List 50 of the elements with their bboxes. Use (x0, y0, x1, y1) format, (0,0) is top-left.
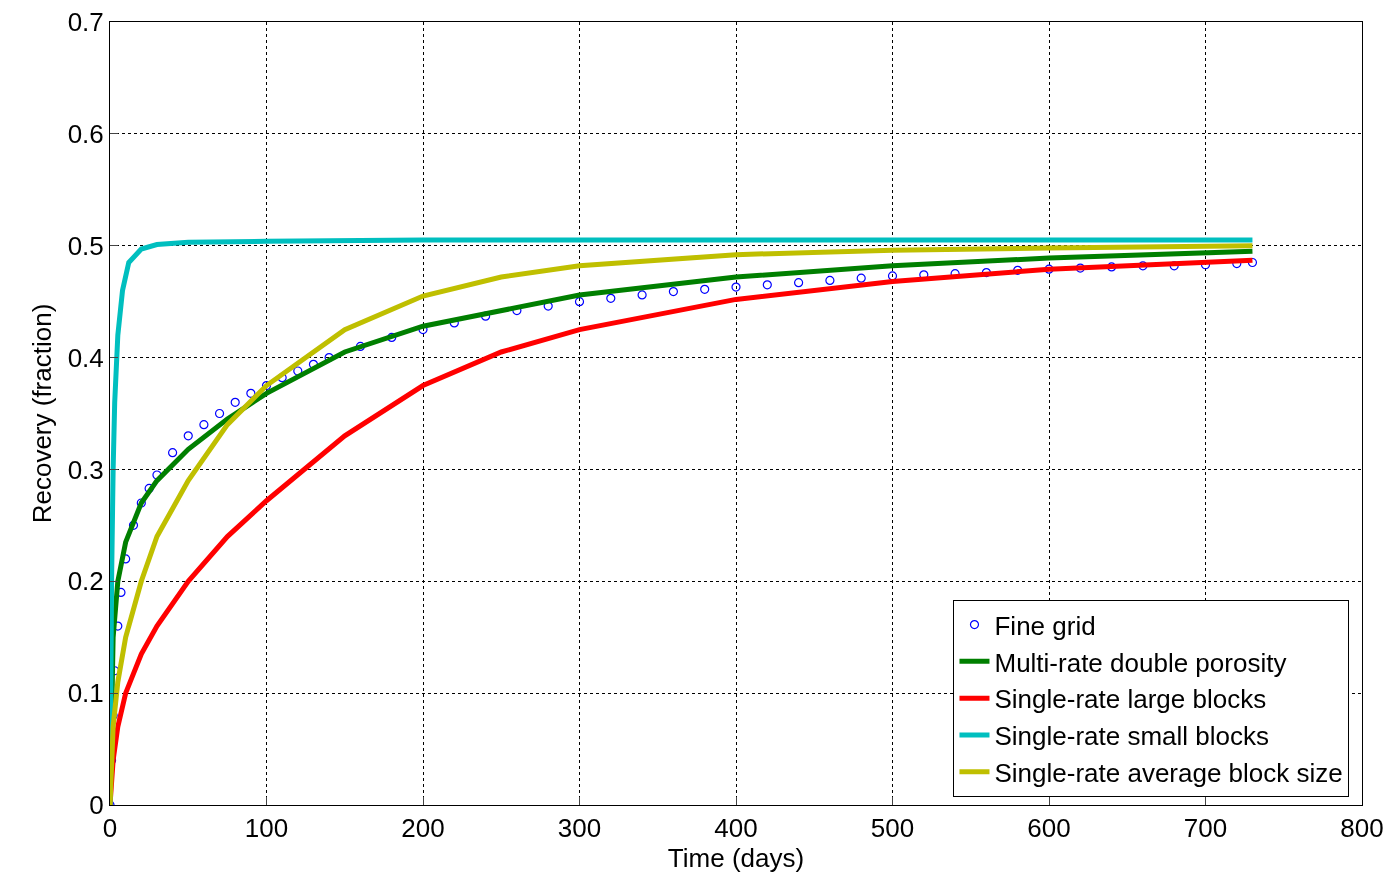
point (1075, 263, 1085, 273)
y-tick-label: 0.2 (67, 566, 104, 597)
point (1247, 257, 1258, 268)
legend-label: Single-rate large blocks (994, 684, 1267, 715)
point (856, 273, 866, 283)
y-tick-label: 0.4 (67, 342, 104, 373)
y-tick-label: 0.7 (67, 7, 104, 38)
y-tick-label: 0 (89, 790, 104, 821)
point (183, 431, 193, 441)
x-tick-label: 100 (244, 813, 289, 844)
point (762, 280, 772, 290)
x-axis-title: Time (days) (667, 843, 805, 874)
x-tick-label: 500 (870, 813, 915, 844)
point (246, 388, 256, 398)
x-tick-label: 600 (1027, 813, 1071, 844)
point (1138, 261, 1148, 271)
point (825, 275, 835, 285)
point (128, 520, 139, 530)
point (731, 282, 741, 292)
point (887, 271, 898, 281)
y-axis-title: Recovery (fraction) (27, 303, 58, 524)
legend-label: Fine grid (994, 610, 1096, 641)
point (574, 297, 585, 307)
x-tick-label: 300 (557, 813, 602, 844)
point (387, 332, 397, 343)
legend-label: Single-rate average block size (994, 757, 1343, 788)
point (199, 420, 209, 430)
x-tick-label: 400 (714, 813, 758, 844)
legend-label: Single-rate small blocks (994, 721, 1270, 752)
point (261, 380, 272, 391)
point (355, 341, 365, 351)
x-tick-label: 200 (401, 813, 445, 844)
point (136, 498, 146, 508)
point (214, 408, 225, 419)
point (794, 278, 804, 288)
point (606, 293, 616, 303)
point (637, 290, 647, 300)
point (293, 366, 303, 376)
y-tick-label: 0.5 (67, 230, 104, 261)
point (230, 397, 240, 407)
point (1013, 265, 1023, 275)
legend-label: Multi-rate double porosity (994, 647, 1287, 678)
point (700, 284, 710, 294)
x-tick-label: 800 (1340, 813, 1384, 844)
y-tick-label: 0.6 (67, 118, 104, 149)
y-tick-label: 0.3 (67, 454, 104, 485)
x-tick-label: 700 (1183, 813, 1228, 844)
point (168, 448, 178, 458)
y-tick-label: 0.1 (67, 678, 104, 709)
point (668, 286, 678, 297)
